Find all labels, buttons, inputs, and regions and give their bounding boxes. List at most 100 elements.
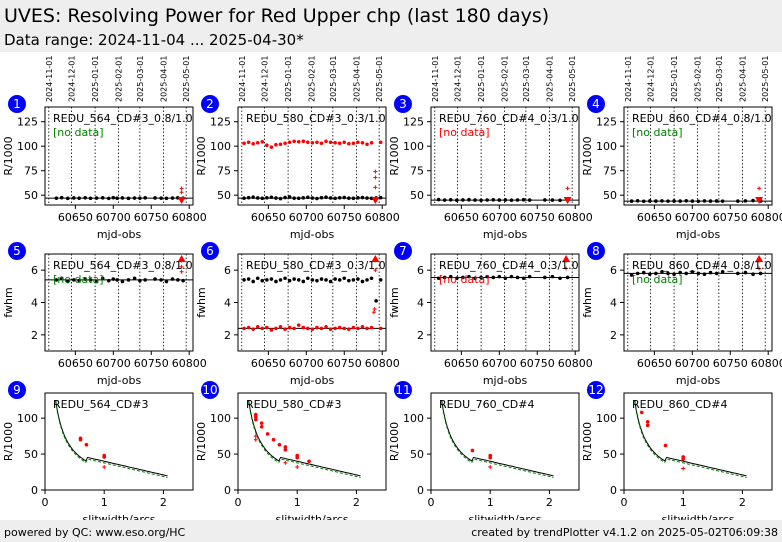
data-point — [470, 448, 475, 453]
data-point — [521, 276, 526, 281]
data-point — [333, 140, 337, 145]
alert-point — [373, 175, 378, 180]
out-of-range-arrow — [755, 255, 764, 262]
x-tick-label: 60700 — [482, 211, 517, 224]
data-point — [365, 278, 369, 282]
x-tick-label: 60750 — [520, 357, 555, 370]
x-tick-label: 60700 — [289, 357, 324, 370]
data-point — [648, 272, 652, 277]
data-point — [485, 274, 489, 279]
data-point — [488, 455, 493, 460]
data-point — [310, 196, 315, 200]
data-point — [497, 198, 502, 202]
y-tick-label: 50 — [24, 448, 38, 461]
fit-curve — [441, 400, 554, 477]
data-point — [265, 325, 269, 330]
date-tick-label: 2024-11-01 — [45, 56, 54, 103]
data-point — [306, 276, 310, 281]
y-axis-label: R/1000 — [581, 136, 594, 175]
alert-point — [757, 186, 762, 191]
out-of-range-arrow — [177, 255, 186, 262]
alert-point — [371, 310, 376, 315]
data-point — [292, 139, 296, 144]
out-of-range-arrow — [755, 197, 764, 204]
data-point — [714, 271, 719, 276]
data-point — [720, 199, 725, 203]
x-tick-label: 1 — [680, 496, 687, 509]
alert-point — [295, 465, 300, 470]
data-point — [333, 326, 337, 331]
data-point — [485, 198, 489, 202]
data-point — [365, 196, 369, 200]
data-point — [369, 276, 374, 281]
data-point — [143, 196, 147, 200]
data-point — [77, 278, 81, 283]
data-point — [666, 271, 670, 276]
data-point — [708, 270, 713, 275]
panel-3: 2024-11-01 2024-12-01 2025-01-01 2025-02-01… — [388, 56, 593, 242]
data-point — [315, 196, 319, 201]
panel-number: 10 — [202, 383, 217, 397]
data-point — [251, 141, 255, 146]
alert-point — [179, 190, 184, 195]
panel-label: REDU_860_CD#4 — [632, 398, 727, 411]
data-point — [306, 326, 310, 331]
data-point — [503, 198, 508, 202]
data-point — [83, 195, 88, 200]
panel-number-badge — [587, 381, 605, 399]
data-point — [550, 198, 555, 202]
y-axis-label: R/1000 — [388, 422, 401, 461]
data-point — [274, 196, 278, 200]
date-tick-label: 2024-12-01 — [454, 56, 463, 103]
data-point — [278, 196, 283, 201]
data-point — [360, 140, 365, 145]
alert-point — [565, 186, 570, 191]
data-point — [666, 199, 670, 203]
x-axis-label: mjd-obs — [290, 374, 335, 387]
data-point — [301, 325, 306, 330]
data-point — [681, 457, 685, 461]
data-point — [319, 277, 324, 281]
data-point — [255, 196, 260, 200]
data-point — [292, 277, 296, 281]
data-point — [351, 196, 356, 201]
panel-6: 60650 60700 60750 60800 2 4 6 mjd-obs fwhm REDU_5… — [195, 242, 400, 387]
data-point — [253, 417, 258, 422]
fit-curve — [248, 400, 361, 477]
x-tick-label: 60650 — [251, 211, 286, 224]
y-tick-label: 50 — [410, 189, 424, 202]
data-point — [347, 327, 351, 331]
data-point — [491, 198, 496, 202]
data-point — [283, 445, 288, 449]
fit-curve-dashed — [248, 401, 361, 478]
y-tick-label: 6 — [31, 264, 38, 277]
panel-number-badge — [587, 242, 605, 260]
data-point — [126, 278, 131, 282]
data-point — [720, 269, 725, 274]
data-point — [260, 326, 265, 331]
data-point — [54, 196, 59, 200]
data-point — [65, 196, 70, 201]
data-point — [360, 195, 365, 200]
data-point — [558, 276, 562, 281]
data-point — [265, 143, 269, 148]
y-tick-label: 0 — [417, 484, 424, 497]
data-point — [111, 277, 116, 281]
data-point — [292, 326, 296, 331]
data-point — [153, 196, 157, 200]
data-point — [77, 196, 81, 200]
data-point — [455, 276, 459, 281]
x-tick-label: 2 — [353, 496, 360, 509]
data-point — [629, 273, 634, 277]
alert-point — [564, 266, 569, 271]
y-tick-label: 100 — [403, 140, 424, 153]
data-point — [296, 139, 301, 144]
data-point — [509, 274, 514, 279]
plot-frame — [430, 392, 580, 491]
y-tick-label: 6 — [224, 264, 231, 277]
y-axis-label: R/1000 — [2, 136, 15, 175]
x-tick-label: 60700 — [675, 357, 710, 370]
y-tick-label: 125 — [210, 116, 231, 129]
data-point — [84, 442, 89, 447]
